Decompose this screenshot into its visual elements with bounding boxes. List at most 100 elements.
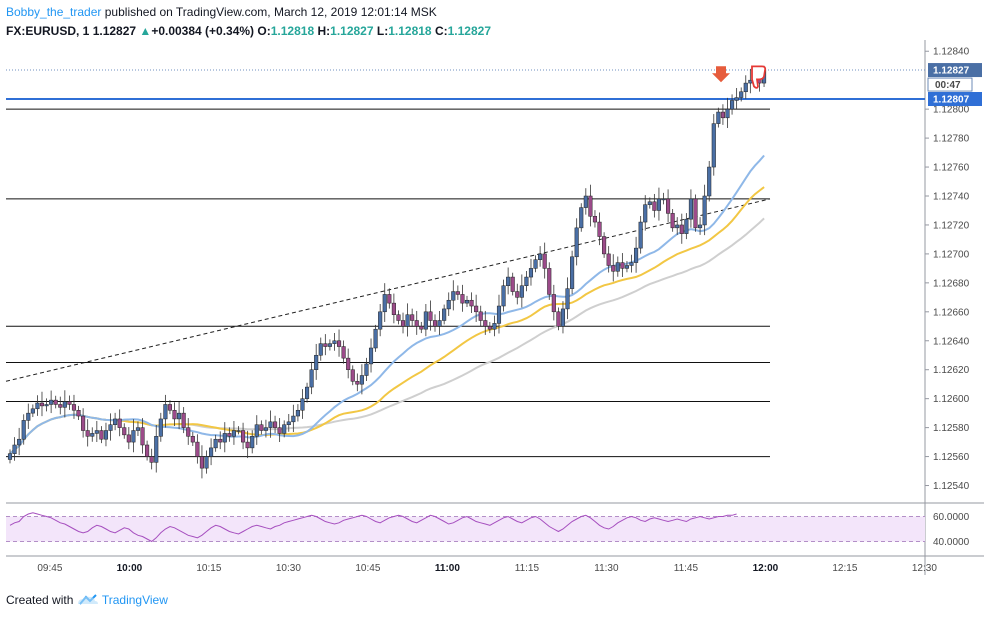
candle-body bbox=[49, 399, 54, 405]
candle-body bbox=[716, 111, 721, 124]
candle-body bbox=[387, 294, 392, 304]
price-tick-label: 1.12660 bbox=[933, 307, 970, 318]
candle-body bbox=[259, 424, 264, 431]
line-price-tag-bg bbox=[928, 92, 982, 107]
time-tick-label: 11:30 bbox=[594, 563, 619, 574]
line-price-tag: 1.12807 bbox=[933, 95, 970, 106]
candle-body bbox=[355, 381, 360, 385]
candle-body bbox=[231, 430, 236, 437]
candle-body bbox=[268, 421, 273, 428]
candle-body bbox=[579, 207, 584, 229]
moving-averages bbox=[9, 154, 765, 455]
candle-body bbox=[478, 311, 483, 321]
candle-body bbox=[515, 291, 520, 298]
candle-body bbox=[624, 265, 630, 269]
candle-body bbox=[318, 343, 323, 356]
time-tick-label: 12:15 bbox=[832, 563, 857, 574]
candle-body bbox=[135, 427, 141, 431]
candle-body bbox=[739, 91, 744, 98]
candle-body bbox=[400, 320, 406, 327]
candle-body bbox=[446, 299, 451, 310]
high-value: 1.12827 bbox=[330, 24, 374, 38]
countdown-bg bbox=[927, 77, 973, 92]
time-tick-label: 09:45 bbox=[37, 563, 62, 574]
candle-body bbox=[666, 198, 671, 214]
candle-body bbox=[81, 415, 86, 431]
author-link[interactable]: Bobby_the_trader bbox=[6, 5, 102, 19]
tradingview-cloud-icon bbox=[77, 594, 98, 605]
mid-moving-average-line bbox=[9, 186, 765, 455]
candle-body bbox=[551, 294, 556, 313]
time-axis[interactable]: 09:45 10:00 10:15 10:30 10:45 11:00 11:15 11:30… bbox=[37, 563, 937, 574]
candle-body bbox=[606, 253, 611, 266]
time-tick-label: 11:00 bbox=[435, 563, 460, 574]
candle-body bbox=[565, 288, 570, 310]
candle-body bbox=[423, 311, 428, 330]
rsi-line bbox=[9, 512, 737, 543]
candle-body bbox=[428, 311, 433, 321]
candle-body bbox=[113, 418, 118, 425]
candle-body bbox=[126, 434, 131, 443]
candle-body bbox=[346, 357, 351, 370]
candle-body bbox=[702, 195, 707, 226]
candle-body bbox=[341, 346, 346, 359]
candle-body bbox=[670, 213, 675, 229]
candle-body bbox=[720, 111, 725, 119]
candle-body bbox=[53, 399, 58, 405]
candle-body bbox=[634, 247, 639, 263]
thumbs-down-icon bbox=[751, 65, 767, 89]
candle-body bbox=[693, 198, 698, 229]
candle-body bbox=[647, 201, 652, 205]
price-tick-label: 1.12840 bbox=[933, 47, 970, 58]
candle-body bbox=[707, 166, 712, 197]
candle-body bbox=[483, 320, 488, 327]
publish-line: Bobby_the_trader published on TradingVie… bbox=[6, 4, 906, 20]
candle-body bbox=[474, 305, 479, 313]
candle-body bbox=[464, 299, 470, 304]
candle-body bbox=[711, 123, 716, 168]
chart-frame bbox=[6, 40, 984, 575]
candle-body bbox=[675, 224, 680, 229]
candle-body bbox=[39, 402, 45, 407]
candle-body bbox=[90, 433, 95, 437]
candle-body bbox=[391, 302, 396, 315]
candle-body bbox=[698, 224, 703, 229]
candle-body bbox=[213, 438, 218, 449]
candle-body bbox=[350, 369, 355, 382]
candle-body bbox=[277, 427, 282, 434]
candle-body bbox=[359, 375, 364, 385]
candle-body bbox=[222, 433, 227, 443]
candle-body bbox=[524, 276, 529, 287]
time-tick-label: 11:45 bbox=[674, 563, 699, 574]
candle-body bbox=[560, 308, 566, 327]
candle-body bbox=[583, 195, 588, 208]
candle-body bbox=[35, 402, 40, 410]
candle-body bbox=[510, 276, 515, 292]
price-tick-label: 1.12760 bbox=[933, 163, 970, 174]
candle-body bbox=[236, 430, 241, 432]
candle-body bbox=[547, 268, 552, 295]
close-value: 1.12827 bbox=[447, 24, 492, 38]
candle-body bbox=[592, 216, 598, 223]
candle-body bbox=[679, 224, 684, 234]
price-axis[interactable]: 1.12540 1.12560 1.12580 1.12600 1.12620 1.126… bbox=[925, 47, 970, 548]
candle-body bbox=[58, 404, 63, 408]
down-arrow-icon bbox=[712, 66, 730, 83]
candle-body bbox=[254, 424, 259, 437]
candle-body bbox=[730, 100, 735, 110]
candle-body bbox=[17, 438, 22, 446]
price-tick-label: 1.12540 bbox=[933, 481, 970, 492]
candle-body bbox=[688, 198, 693, 220]
price-chart[interactable]: 1.12540 1.12560 1.12580 1.12600 1.12620 1.126… bbox=[0, 0, 988, 590]
candle-body bbox=[368, 347, 374, 365]
candle-body bbox=[506, 276, 511, 287]
candle-body bbox=[44, 404, 49, 407]
candle-body bbox=[131, 430, 136, 443]
candle-body bbox=[94, 430, 99, 434]
price-tick-label: 1.12780 bbox=[933, 134, 970, 145]
tradingview-brand-link[interactable]: TradingView bbox=[101, 593, 168, 607]
candle-body bbox=[327, 343, 332, 347]
high-label: H: bbox=[317, 24, 331, 38]
candle-body bbox=[684, 218, 689, 234]
candle-body bbox=[76, 409, 81, 417]
